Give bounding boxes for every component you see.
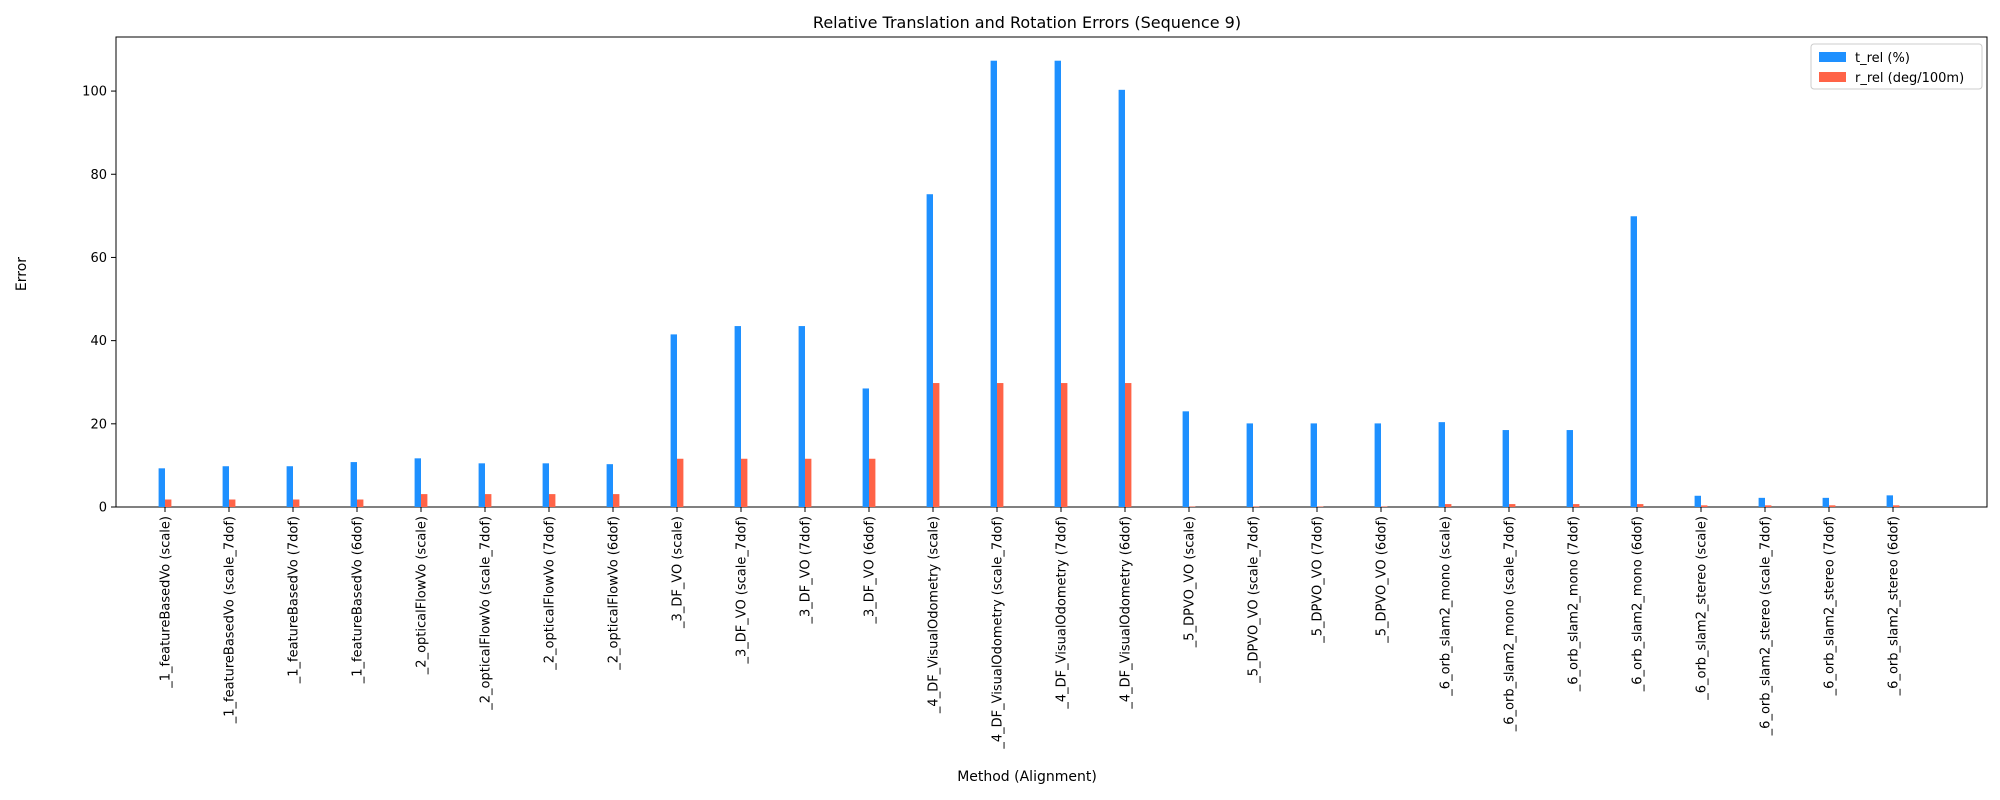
x-tick-label: _3_DF_VO (7dof) xyxy=(799,516,814,625)
chart-title: Relative Translation and Rotation Errors… xyxy=(813,13,1241,32)
x-tick-label: _4_DF_VisualOdometry (7dof) xyxy=(1055,516,1070,710)
bar-t-rel xyxy=(1310,423,1317,507)
bar-r-rel xyxy=(1765,505,1772,507)
bar-t-rel xyxy=(286,466,293,507)
bar-t-rel xyxy=(478,463,485,507)
x-tick-label: _3_DF_VO (scale) xyxy=(671,516,686,629)
x-tick-label: _2_opticalFlowVo (7dof) xyxy=(543,516,558,671)
bar-t-rel xyxy=(1502,430,1509,507)
x-tick-label: _1_featureBasedVo (scale) xyxy=(159,516,174,689)
x-tick-label: _4_DF_VisualOdometry (6dof) xyxy=(1119,516,1134,710)
bar-r-rel xyxy=(1125,383,1132,507)
bar-r-rel xyxy=(677,458,684,507)
x-tick-label: _1_featureBasedVo (7dof) xyxy=(287,516,302,684)
x-tick-label: _6_orb_slam2_stereo (7dof) xyxy=(1823,516,1838,696)
bar-r-rel xyxy=(229,499,236,507)
legend-label: t_rel (%) xyxy=(1855,51,1910,66)
bar-t-rel xyxy=(1758,497,1765,507)
x-tick-label: _6_orb_slam2_stereo (6dof) xyxy=(1887,516,1902,696)
y-tick-label: 60 xyxy=(90,251,107,266)
bar-r-rel xyxy=(869,458,876,507)
x-tick-label: _4_DF_VisualOdometry (scale_7dof) xyxy=(991,516,1006,750)
bar-t-rel xyxy=(1566,430,1573,507)
bar-t-rel xyxy=(1182,411,1189,507)
bar-t-rel xyxy=(1438,422,1445,507)
bar-t-rel xyxy=(670,334,677,507)
bar-r-rel xyxy=(1445,504,1452,507)
bar-t-rel xyxy=(542,463,549,507)
bar-t-rel xyxy=(1886,495,1893,507)
x-tick-label: _5_DPVO_VO (scale) xyxy=(1183,516,1198,648)
bar-r-rel xyxy=(805,458,812,507)
legend-swatch xyxy=(1819,72,1846,82)
legend: t_rel (%) r_rel (deg/100m) xyxy=(1810,43,1983,90)
bar-t-rel xyxy=(222,466,229,507)
x-tick-label: _3_DF_VO (6dof) xyxy=(863,516,878,625)
plot-area: 0 20 40 60 80 100 _1_featureBasedVo (scale) _1_… xyxy=(82,36,1988,750)
axes-frame xyxy=(115,36,1988,508)
bar-t-rel xyxy=(926,194,933,507)
x-tick-label: _6_orb_slam2_mono (7dof) xyxy=(1567,516,1582,692)
x-tick-label: _6_orb_slam2_mono (6dof) xyxy=(1631,516,1646,692)
x-tick-label: _6_orb_slam2_mono (scale) xyxy=(1439,516,1454,697)
bar-r-rel xyxy=(1061,383,1068,507)
bar-t-rel xyxy=(1246,423,1253,507)
x-tick-label: _5_DPVO_VO (scale_7dof) xyxy=(1247,516,1262,684)
bar-t-rel xyxy=(1694,495,1701,507)
bar-t-rel xyxy=(862,388,869,507)
x-tick-label: _2_opticalFlowVo (scale) xyxy=(415,516,430,675)
bar-t-rel xyxy=(798,326,805,507)
bar-r-rel xyxy=(997,383,1004,507)
bar-t-rel xyxy=(606,464,613,507)
y-tick-label: 20 xyxy=(90,417,107,432)
bar-r-rel xyxy=(1893,505,1900,507)
y-tick-label: 0 xyxy=(99,501,107,516)
bar-r-rel xyxy=(1509,504,1516,507)
x-tick-label: _6_orb_slam2_stereo (scale_7dof) xyxy=(1759,516,1774,736)
x-tick-label: _2_opticalFlowVo (6dof) xyxy=(607,516,622,671)
bar-t-rel xyxy=(1374,423,1381,507)
bar-r-rel xyxy=(613,494,620,507)
x-tick-label: _2_opticalFlowVo (scale_7dof) xyxy=(479,516,494,711)
bar-r-rel xyxy=(1829,505,1836,507)
x-tick-label: _1_featureBasedVo (6dof) xyxy=(351,516,366,684)
bar-t-rel xyxy=(734,326,741,507)
legend-label: r_rel (deg/100m) xyxy=(1855,71,1964,86)
x-tick-label: _6_orb_slam2_stereo (scale) xyxy=(1695,516,1710,701)
bar-t-rel xyxy=(990,60,997,507)
bar-r-rel xyxy=(933,383,940,507)
bar-t-rel xyxy=(1822,497,1829,507)
y-tick-label: 40 xyxy=(90,334,107,349)
bar-r-rel xyxy=(293,499,300,507)
bar-r-rel xyxy=(421,494,428,507)
x-axis-label: Method (Alignment) xyxy=(957,769,1097,785)
bar-r-rel xyxy=(741,458,748,507)
bar-r-rel xyxy=(165,499,172,507)
bar-t-rel xyxy=(1054,60,1061,507)
bar-r-rel xyxy=(1573,504,1580,507)
x-tick-label: _4_DF_VisualOdometry (scale) xyxy=(927,516,942,714)
bar-t-rel xyxy=(350,462,357,507)
x-tick-label: _5_DPVO_VO (7dof) xyxy=(1311,516,1326,644)
x-tick-label: _1_featureBasedVo (scale_7dof) xyxy=(223,516,238,724)
x-tick-label: _5_DPVO_VO (6dof) xyxy=(1375,516,1390,644)
bar-r-rel xyxy=(1637,504,1644,507)
y-tick-label: 100 xyxy=(82,85,107,100)
bar-r-rel xyxy=(549,494,556,507)
bar-t-rel xyxy=(158,468,165,507)
bar-r-rel xyxy=(485,494,492,507)
legend-box xyxy=(1810,43,1983,90)
x-tick-label: _3_DF_VO (scale_7dof) xyxy=(735,516,750,664)
bar-t-rel xyxy=(1118,89,1125,508)
bar-r-rel xyxy=(1701,505,1708,507)
bar-t-rel xyxy=(414,458,421,507)
y-axis-label: Error xyxy=(14,257,30,291)
bar-t-rel xyxy=(1630,216,1637,507)
legend-swatch xyxy=(1819,52,1846,62)
y-tick-label: 80 xyxy=(90,168,107,183)
bar-r-rel xyxy=(357,499,364,507)
x-tick-label: _6_orb_slam2_mono (scale_7dof) xyxy=(1503,516,1518,732)
